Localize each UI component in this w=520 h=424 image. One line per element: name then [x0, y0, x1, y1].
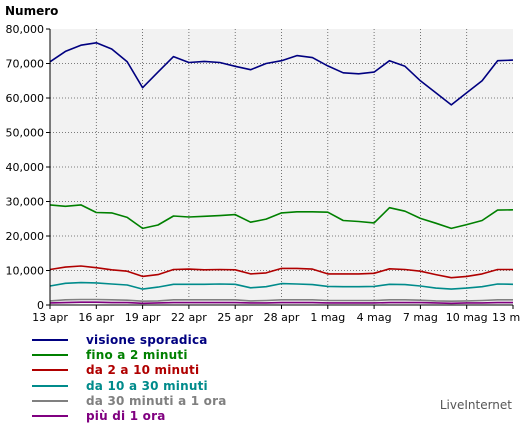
series-line-fino-a-2-minuti	[49, 204, 514, 230]
series-line-da-30-minuti-a-1-ora	[49, 298, 513, 303]
x-tick-label: 7 mag	[403, 311, 438, 324]
legend-item: visione sporadica	[32, 332, 227, 347]
x-tick-label: 16 apr	[78, 311, 114, 324]
y-tick-label: 50,000	[6, 127, 45, 140]
series-line-visione-sporadica	[49, 41, 514, 106]
legend-label: da 10 a 30 minuti	[86, 378, 208, 393]
legend-label: più di 1 ora	[86, 409, 166, 424]
legend-item: da 30 minuti a 1 ora	[32, 393, 227, 408]
series-line-da-10-a-30-minuti	[49, 281, 514, 290]
y-tick-label: 0	[37, 299, 44, 312]
y-axis-label: Numero	[5, 4, 58, 18]
x-tick-label: 25 apr	[217, 311, 253, 324]
legend-item: più di 1 ora	[32, 408, 227, 423]
legend: visione sporadica fino a 2 minuti da 2 a 1…	[32, 332, 227, 424]
x-tick-label: 4 mag	[357, 311, 392, 324]
x-tick-label: 13 apr	[32, 311, 68, 324]
legend-item: da 10 a 30 minuti	[32, 378, 227, 393]
y-tick-label: 60,000	[6, 92, 45, 105]
x-tick-label: 19 apr	[125, 311, 161, 324]
legend-swatch	[32, 415, 68, 418]
x-tick-label: 1 mag	[310, 311, 345, 324]
series-line-più-di-1-ora	[49, 301, 513, 305]
y-tick-label: 30,000	[6, 196, 45, 209]
legend-swatch	[32, 384, 68, 387]
legend-swatch	[32, 369, 68, 372]
legend-item: da 2 a 10 minuti	[32, 363, 227, 378]
series-line-da-2-a-10-minuti	[49, 265, 513, 279]
legend-label: visione sporadica	[86, 332, 208, 347]
y-tick-label: 20,000	[6, 230, 45, 243]
legend-label: da 2 a 10 minuti	[86, 363, 200, 378]
y-tick-label: 80,000	[6, 23, 45, 36]
y-tick-label: 40,000	[6, 161, 45, 174]
x-tick-label: 22 apr	[171, 311, 207, 324]
legend-item: fino a 2 minuti	[32, 347, 227, 362]
legend-swatch	[32, 338, 68, 341]
y-tick-label: 70,000	[6, 58, 45, 71]
x-tick-label: 28 apr	[264, 311, 300, 324]
x-tick-label: 13 mag	[492, 311, 520, 324]
legend-swatch	[32, 399, 68, 402]
x-tick-label: 10 mag	[446, 311, 488, 324]
legend-label: fino a 2 minuti	[86, 347, 188, 362]
legend-label: da 30 minuti a 1 ora	[86, 393, 227, 408]
liveinternet-brand: LiveInternet	[439, 398, 512, 412]
legend-swatch	[32, 353, 68, 356]
y-tick-label: 10,000	[6, 265, 45, 278]
